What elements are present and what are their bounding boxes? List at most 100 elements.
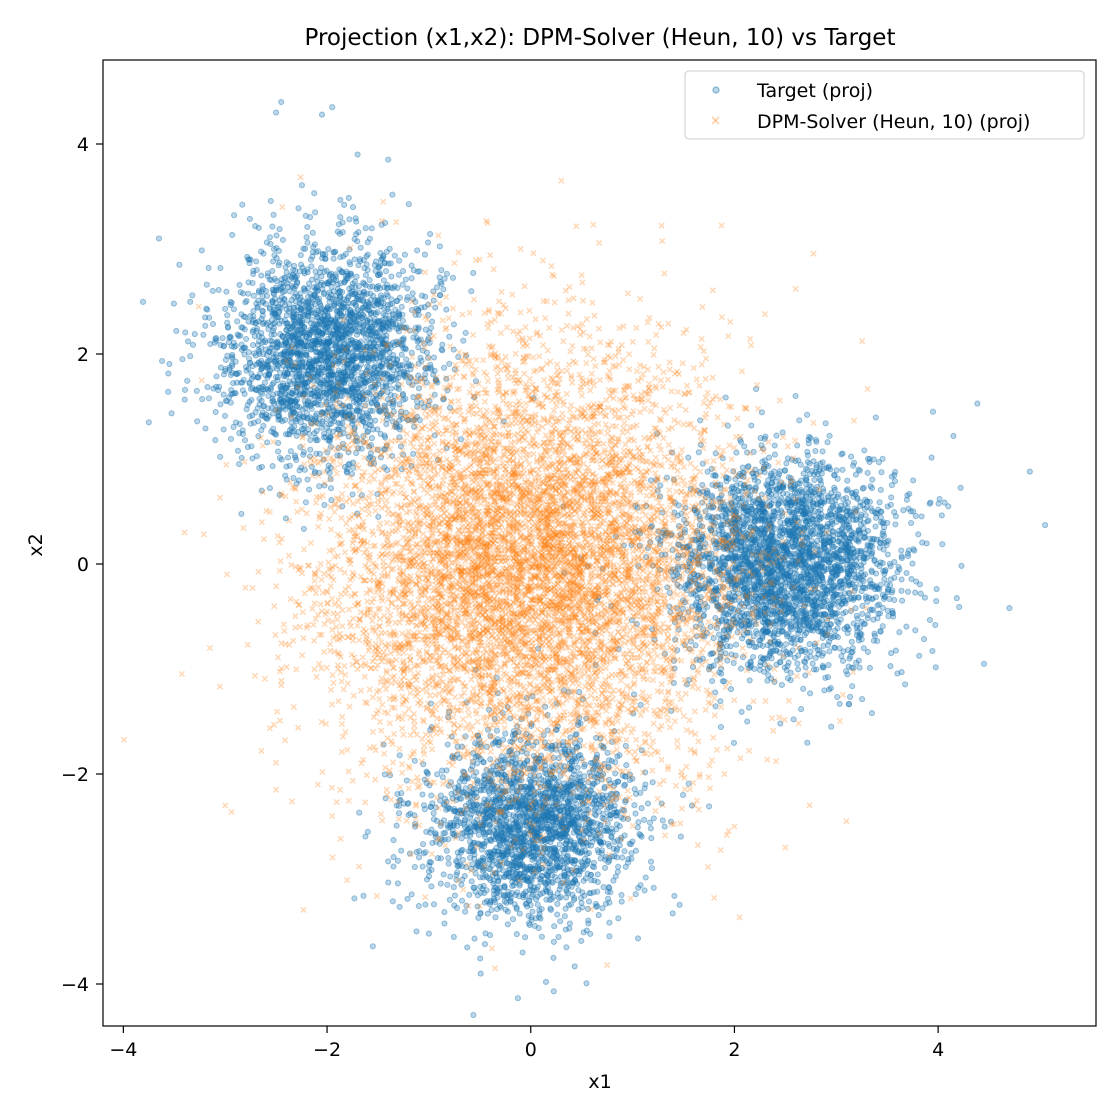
target-point — [227, 399, 234, 406]
target-point — [284, 454, 292, 461]
target-point — [326, 421, 333, 428]
target-point — [848, 638, 855, 645]
target-point — [347, 336, 354, 344]
target-point — [287, 448, 294, 455]
target-point — [267, 386, 274, 393]
target-point — [286, 378, 293, 385]
target-point — [259, 363, 266, 370]
target-point — [881, 568, 889, 575]
target-point — [278, 386, 285, 393]
target-point — [273, 232, 280, 239]
target-point — [340, 253, 347, 260]
target-point — [215, 286, 222, 294]
target-point — [263, 239, 270, 246]
target-point — [329, 369, 336, 376]
target-point — [932, 664, 939, 671]
target-point — [398, 303, 405, 310]
target-point — [449, 274, 457, 281]
target-point — [430, 354, 438, 361]
target-point — [304, 415, 311, 422]
target-point — [349, 326, 356, 333]
target-point — [360, 376, 367, 383]
target-point — [247, 420, 254, 427]
target-point — [350, 291, 358, 298]
target-point — [301, 286, 308, 293]
target-point — [384, 370, 391, 377]
target-point — [276, 396, 283, 403]
target-point — [260, 350, 267, 358]
target-point — [308, 299, 315, 306]
target-point — [379, 360, 386, 367]
target-point — [268, 277, 275, 284]
target-point — [750, 595, 758, 602]
target-point — [270, 379, 277, 386]
target-point — [374, 490, 381, 498]
target-point — [230, 306, 237, 313]
target-point — [380, 310, 387, 317]
target-point — [427, 324, 435, 331]
target-point — [369, 336, 376, 344]
target-point — [357, 338, 364, 345]
target-point — [341, 380, 348, 387]
target-point — [325, 437, 332, 444]
target-point — [235, 369, 242, 376]
target-point — [446, 333, 453, 340]
target-point — [381, 259, 389, 266]
target-point — [293, 456, 300, 464]
target-point — [291, 262, 298, 269]
target-point — [791, 598, 798, 605]
target-point — [826, 648, 833, 655]
target-point — [904, 492, 911, 499]
target-point — [269, 463, 276, 470]
target-point — [775, 572, 782, 579]
target-point — [229, 231, 236, 238]
target-point — [328, 332, 335, 339]
target-point — [265, 370, 273, 377]
target-point — [283, 339, 290, 346]
target-point — [312, 286, 319, 293]
target-point — [280, 279, 287, 286]
target-point — [297, 252, 304, 259]
target-point — [877, 486, 884, 493]
target-point — [355, 364, 362, 371]
target-point — [360, 383, 367, 391]
target-point — [317, 281, 324, 288]
target-point — [850, 596, 857, 603]
target-point — [820, 556, 827, 563]
target-point — [433, 284, 440, 291]
target-point — [804, 411, 811, 418]
target-point — [376, 328, 384, 335]
target-point — [388, 296, 395, 303]
target-point — [338, 307, 345, 314]
target-point — [325, 340, 332, 347]
target-point — [223, 398, 230, 405]
target-point — [336, 288, 343, 295]
target-point — [313, 349, 320, 356]
target-point — [766, 454, 773, 461]
target-point — [360, 323, 367, 330]
target-point — [421, 304, 428, 311]
target-point — [264, 270, 271, 277]
target-point — [254, 405, 261, 412]
target-point — [817, 510, 824, 517]
target-point — [443, 270, 450, 277]
target-point — [330, 255, 337, 262]
target-point — [375, 264, 382, 271]
target-point — [255, 347, 262, 354]
target-point — [220, 391, 227, 398]
target-point — [334, 228, 341, 235]
target-point — [843, 512, 850, 520]
target-point — [351, 347, 358, 354]
target-point — [334, 375, 342, 382]
target-point — [857, 547, 864, 554]
target-point — [859, 610, 866, 617]
target-point — [373, 369, 380, 376]
target-point — [270, 211, 277, 218]
target-point — [329, 385, 336, 392]
target-point — [344, 270, 351, 277]
target-point — [864, 648, 871, 655]
target-point — [374, 297, 381, 304]
target-point — [323, 323, 330, 330]
target-point — [280, 404, 287, 411]
target-point — [265, 387, 272, 394]
